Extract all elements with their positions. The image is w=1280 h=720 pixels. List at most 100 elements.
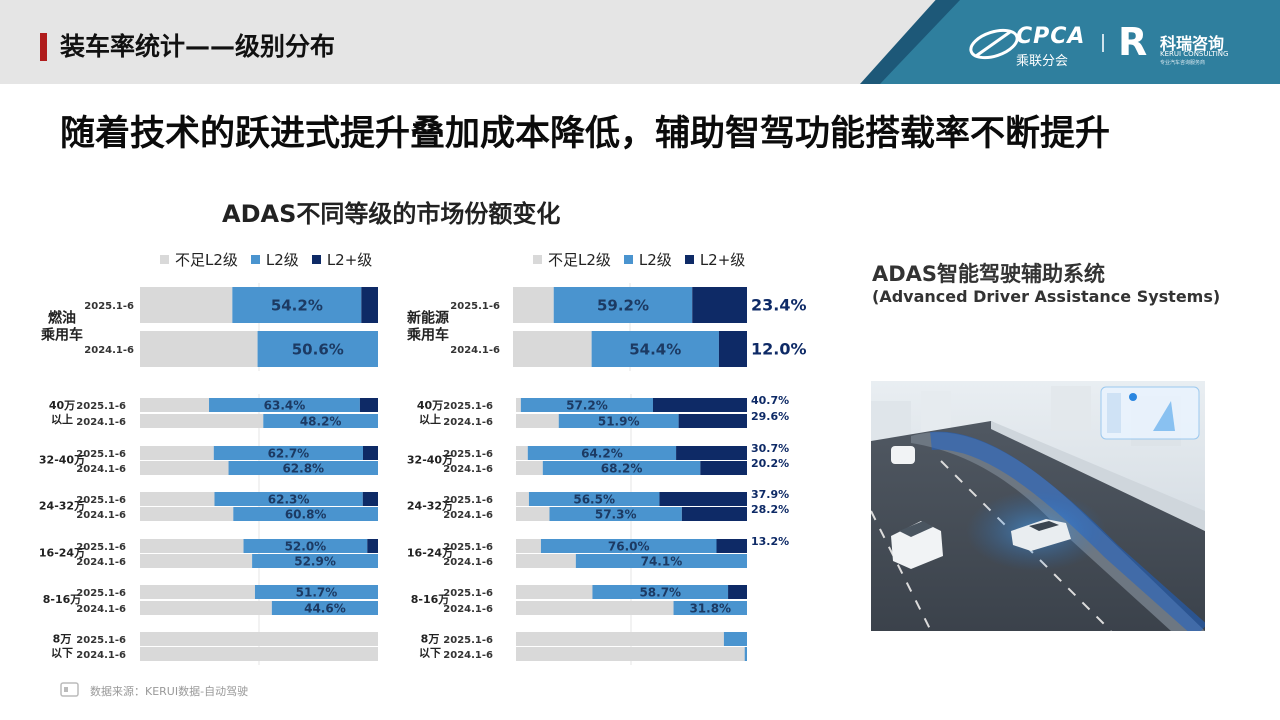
bar-segment — [513, 287, 554, 323]
bar-segment — [140, 492, 215, 506]
data-label: 12.0% — [751, 340, 807, 359]
bar-segment — [652, 398, 747, 412]
period-label: 2024.1-6 — [76, 464, 126, 475]
kerui-logo-english: KERUI CONSULTING — [1160, 50, 1229, 58]
bar-segment — [673, 601, 747, 615]
bar-segment — [243, 539, 368, 553]
data-label: 74.1% — [641, 555, 683, 569]
legend-label: 不足L2级 — [175, 251, 238, 269]
data-label: 31.8% — [689, 602, 731, 616]
period-label: 2025.1-6 — [443, 495, 493, 506]
legend-item-below-l2: 不足L2级 — [533, 249, 611, 270]
kerui-logo-name: 科瑞咨询 — [1160, 34, 1225, 53]
bar-segment — [659, 492, 747, 506]
group-label: 16-24万 — [39, 547, 85, 560]
group-label: 以下 — [419, 647, 441, 660]
bar-segment — [692, 287, 747, 323]
legend-swatch — [160, 255, 169, 264]
data-label: 60.8% — [285, 508, 327, 522]
page-title: 装车率统计——级别分布 — [60, 32, 336, 61]
header-teal-band — [880, 0, 1280, 84]
data-label: 20.2% — [751, 457, 789, 470]
kerui-logo-tagline: 专业汽车咨询服务商 — [1160, 60, 1206, 66]
bar-segment — [592, 585, 729, 599]
group-label: 40万 — [49, 399, 75, 412]
group-label: 16-24万 — [407, 547, 453, 560]
group-label: 燃油 — [48, 310, 76, 327]
bar-segment — [263, 414, 378, 428]
bar-segment — [516, 446, 528, 460]
period-label: 2025.1-6 — [76, 588, 126, 599]
bar-segment — [228, 461, 378, 475]
bar-segment — [516, 554, 576, 568]
legend-label: 不足L2级 — [548, 251, 611, 269]
period-label: 2024.1-6 — [76, 417, 126, 428]
legend-item-l2plus: L2+级 — [311, 249, 373, 270]
bar-segment — [516, 601, 674, 615]
group-label: 乘用车 — [40, 327, 83, 344]
bar-segment — [553, 287, 693, 323]
data-label: 59.2% — [597, 297, 649, 315]
bar-segment — [516, 398, 521, 412]
group-label: 新能源 — [407, 310, 449, 327]
bar-segment — [140, 585, 255, 599]
bar-segment — [716, 539, 747, 553]
kerui-logo-letter: R — [1118, 20, 1148, 64]
period-label: 2024.1-6 — [84, 345, 134, 356]
bar-segment — [723, 632, 747, 646]
legend-swatch — [623, 255, 633, 264]
header-bar: 装车率统计——级别分布 CPCA 乘联分会 R 科瑞咨询 KERUI CONSU… — [0, 0, 1280, 84]
bar-segment — [540, 539, 717, 553]
source-icon — [60, 682, 79, 697]
period-label: 2025.1-6 — [84, 301, 134, 312]
legend-item-l2: L2级 — [250, 249, 299, 270]
bar-segment — [254, 585, 378, 599]
group-label: 8万 — [53, 633, 72, 646]
period-label: 2025.1-6 — [76, 449, 126, 460]
legend-label: L2级 — [638, 251, 672, 269]
bar-segment — [359, 398, 378, 412]
cpca-logo-text: CPCA — [1016, 24, 1086, 49]
cpca-logo-icon — [969, 28, 1019, 60]
data-label: 63.4% — [264, 399, 306, 413]
data-label: 50.6% — [292, 341, 344, 359]
group-label: 32-40万 — [407, 454, 453, 467]
period-label: 2025.1-6 — [443, 635, 493, 646]
bar-segment — [140, 507, 234, 521]
period-label: 2024.1-6 — [443, 557, 493, 568]
bar-segment — [591, 331, 719, 367]
legend-item-below-l2: 不足L2级 — [160, 249, 238, 270]
bar-segment — [558, 414, 679, 428]
bar-segment — [140, 331, 258, 367]
bar-segment — [575, 554, 747, 568]
data-label: 13.2% — [751, 535, 789, 548]
data-label: 62.8% — [282, 462, 324, 476]
group-label: 24-32万 — [407, 500, 453, 513]
period-label: 2025.1-6 — [76, 495, 126, 506]
data-label: 30.7% — [751, 442, 789, 455]
data-label: 68.2% — [601, 462, 643, 476]
bar-segment — [728, 585, 747, 599]
bar-segment — [214, 492, 363, 506]
data-label: 62.3% — [268, 493, 310, 507]
legend-right: 不足L2级 L2级 L2+级 — [533, 249, 758, 270]
period-label: 2024.1-6 — [76, 557, 126, 568]
legend-item-l2plus: L2+级 — [684, 249, 745, 270]
bar-segment — [233, 507, 378, 521]
bar-segment — [140, 632, 378, 646]
period-label: 2024.1-6 — [443, 510, 493, 521]
data-label: 29.6% — [751, 410, 789, 423]
legend-label: L2+级 — [326, 251, 373, 269]
data-label: 58.7% — [639, 586, 681, 600]
data-label: 52.9% — [294, 555, 336, 569]
bar-segment — [527, 446, 677, 460]
data-label: 52.0% — [285, 540, 327, 554]
legend-label: L2级 — [265, 251, 299, 269]
data-label: 28.2% — [751, 503, 789, 516]
group-label: 以上 — [51, 412, 73, 426]
bar-segment — [361, 287, 378, 323]
period-label: 2025.1-6 — [443, 401, 493, 412]
data-source-note: 数据来源：KERUI数据-自动驾驶 — [90, 685, 249, 698]
bar-segment — [140, 398, 210, 412]
legend-swatch — [250, 255, 260, 264]
